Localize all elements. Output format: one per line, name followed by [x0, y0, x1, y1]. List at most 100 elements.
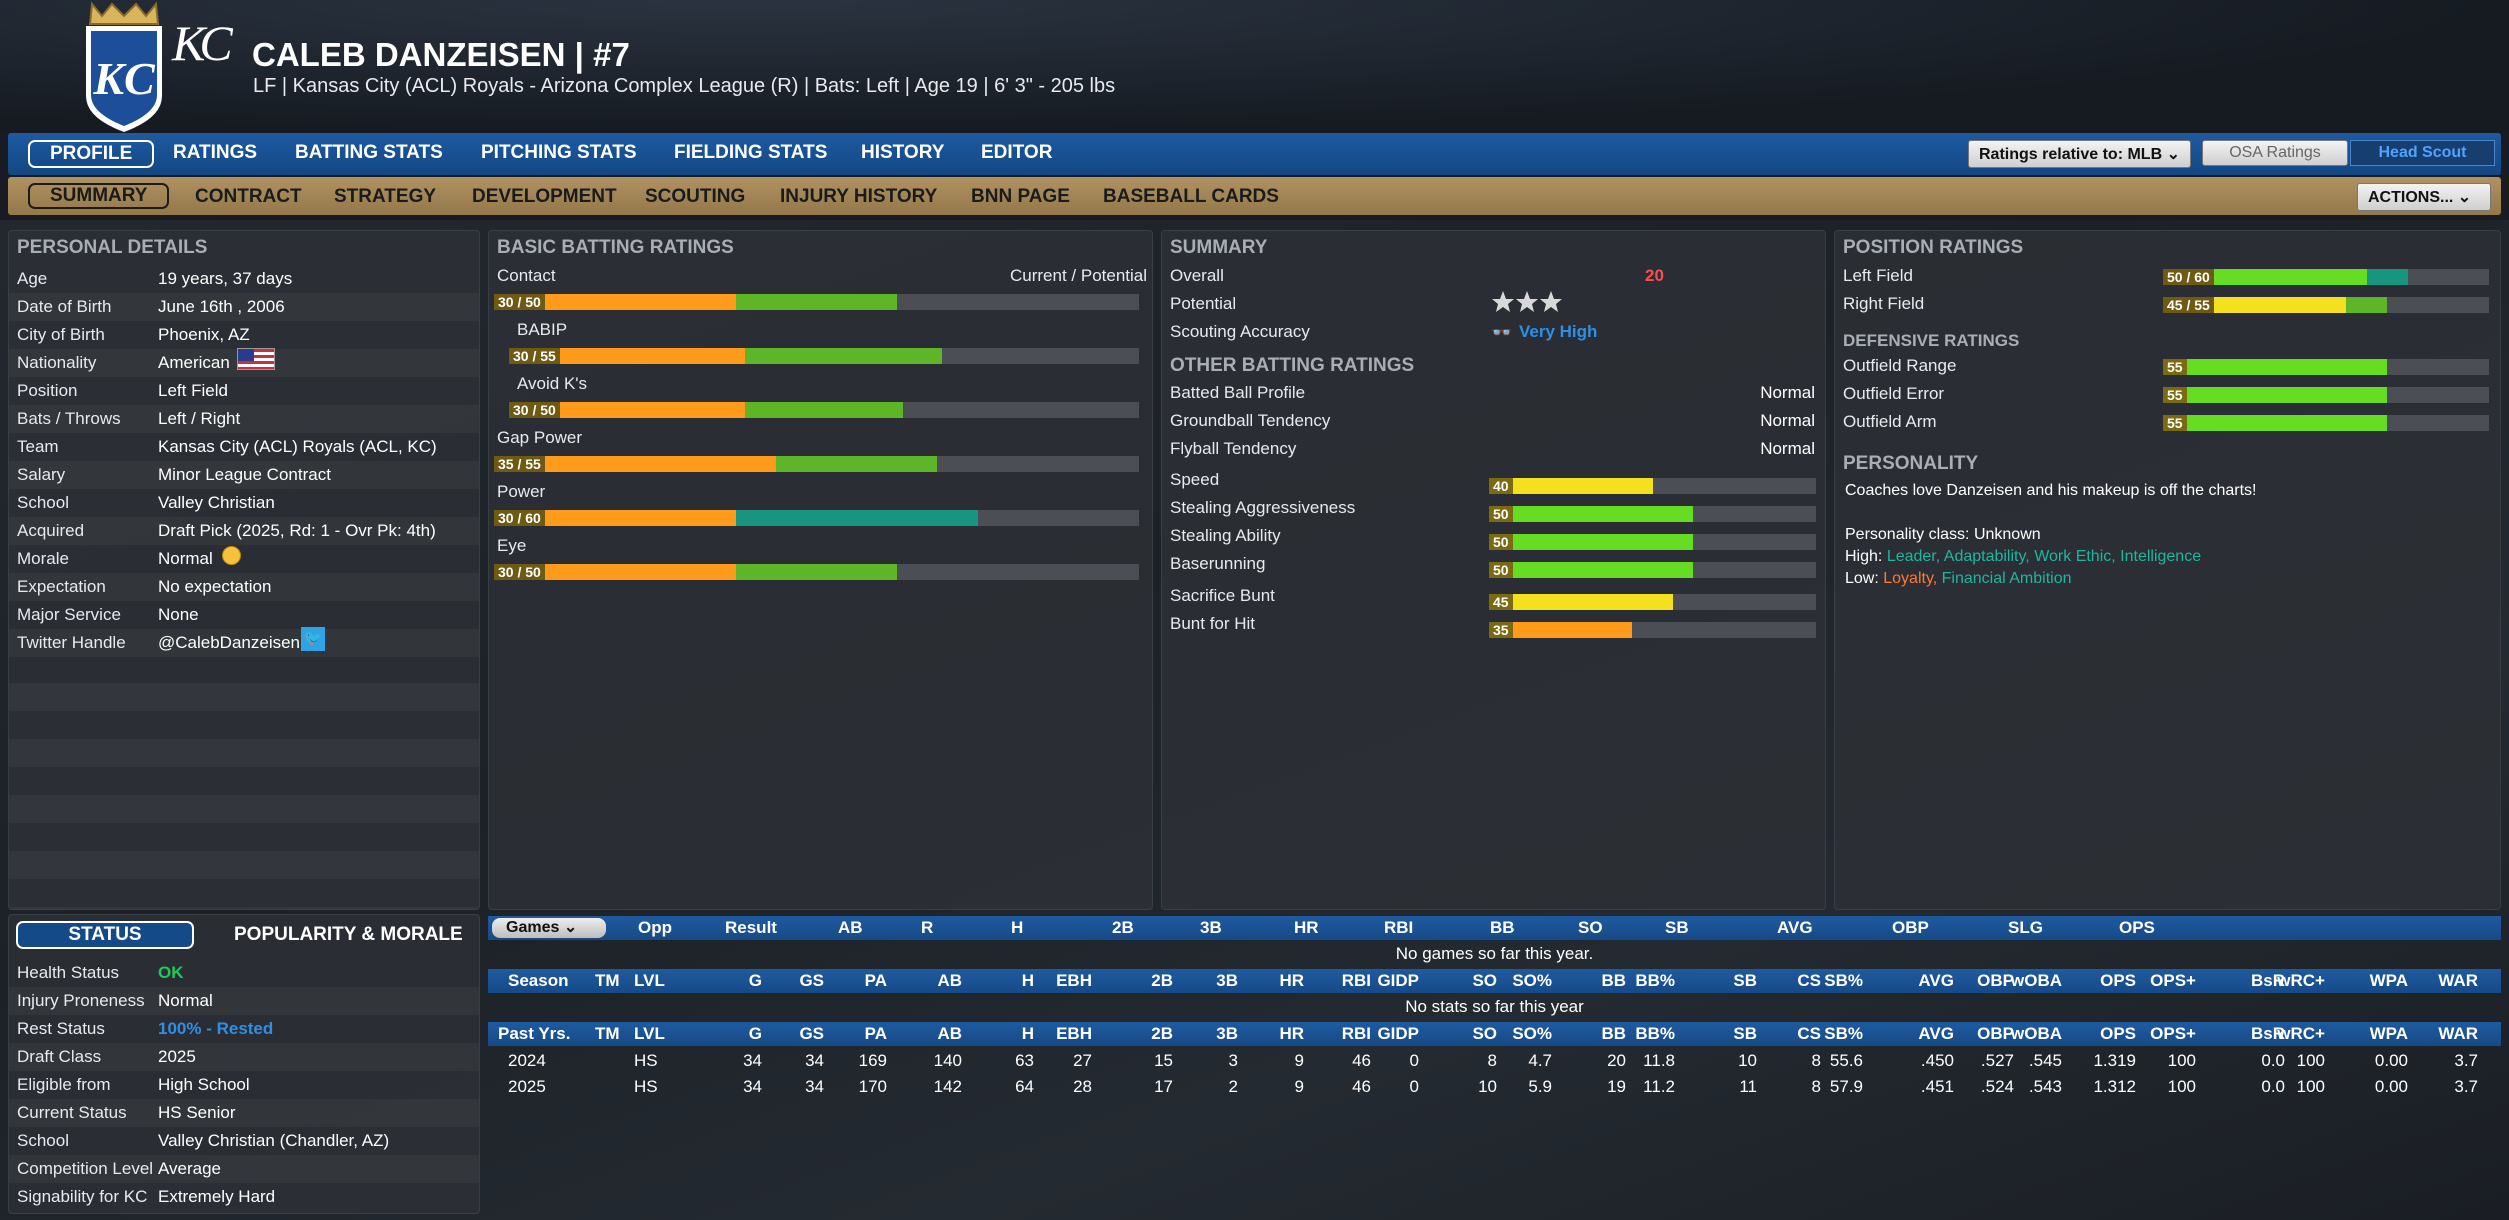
us-flag-icon: [237, 348, 275, 370]
season-col-sb: SB: [1733, 971, 1757, 990]
twitter-icon[interactable]: 🐦: [301, 627, 325, 651]
tab-ratings[interactable]: RATINGS: [173, 142, 258, 163]
tab-batting-stats[interactable]: BATTING STATS: [295, 142, 443, 163]
games-col-so: SO: [1578, 918, 1603, 937]
scouting-accuracy-value: Very High: [1519, 322, 1598, 341]
season-col-3b: 3B: [1216, 971, 1238, 990]
tab-bnn-page[interactable]: BNN PAGE: [971, 186, 1070, 207]
past-cell-cs: 8: [1811, 1051, 1821, 1070]
past-col-hr: HR: [1279, 1024, 1304, 1043]
past-cell-gs: 34: [805, 1077, 824, 1096]
personal-label: Position: [17, 381, 78, 400]
past-header: Past Yrs. TM LVL G GS PA AB H EBH 2B 3B HR RBI GIDP SO…: [488, 1022, 2501, 1046]
personal-row-morale: Morale Normal: [9, 545, 479, 573]
status-label: Signability for KC: [17, 1187, 148, 1206]
past-col-ops: OPS: [2100, 1024, 2136, 1043]
tab-fielding-stats[interactable]: FIELDING STATS: [674, 142, 828, 163]
status-label: Current Status: [17, 1103, 127, 1122]
past-cell-gs: 34: [805, 1051, 824, 1070]
position-label-left-field: Left Field: [1843, 266, 1913, 285]
running-label-stealing-ability: Stealing Ability: [1170, 526, 1281, 545]
tab-baseball-cards[interactable]: BASEBALL CARDS: [1103, 186, 1279, 207]
batting-bar-babip-value: 30 / 55: [509, 348, 560, 364]
personal-details-title: PERSONAL DETAILS: [17, 237, 208, 258]
past-cell-wpa: 0.00: [2374, 1051, 2408, 1070]
trait-adaptability: Adaptability,: [1943, 548, 2030, 565]
tab-pitching-stats[interactable]: PITCHING STATS: [481, 142, 637, 163]
status-label: School: [17, 1131, 69, 1150]
season-col-bb: BB%: [1635, 971, 1675, 990]
star-icons: [1492, 291, 1562, 312]
running-bar-bunt-for-hit-current-fill: [1489, 622, 1632, 638]
past-cell-war: 3.7: [2454, 1077, 2478, 1096]
season-col-tm: TM: [595, 971, 620, 990]
personal-value: Kansas City (ACL) Royals (ACL, KC): [158, 437, 437, 456]
batting-label-contact: Contact: [497, 266, 556, 285]
tab-injury-history[interactable]: INJURY HISTORY: [780, 186, 938, 207]
personal-value: 19 years, 37 days: [158, 269, 293, 288]
head-scout-button[interactable]: Head Scout: [2350, 140, 2495, 166]
past-cell-bsr: 0.0: [2261, 1077, 2285, 1096]
games-col-avg: AVG: [1777, 918, 1813, 937]
personal-row-expectation: Expectation No expectation: [9, 573, 479, 601]
season-col-ops: OPS+: [2150, 971, 2196, 990]
personal-label: School: [17, 493, 69, 512]
binoculars-icon: 👓: [1491, 323, 1513, 342]
past-cell-hr: 9: [1294, 1077, 1304, 1096]
actions-dropdown[interactable]: ACTIONS... ⌄: [2357, 183, 2491, 211]
position-ratings-panel: POSITION RATINGS Left Field 50 / 60 Right …: [1834, 230, 2501, 910]
tab-strategy[interactable]: STRATEGY: [334, 186, 437, 207]
tab-editor[interactable]: EDITOR: [981, 142, 1053, 163]
batting-label-avoid-k-s: Avoid K's: [517, 374, 588, 393]
past-cell-obp: .524: [1980, 1077, 2014, 1096]
personal-label: Age: [17, 269, 48, 288]
past-col-wrc: wRC+: [2277, 1024, 2325, 1043]
batting-bar-power-current-fill: [494, 510, 736, 526]
games-col-ab: AB: [838, 918, 863, 937]
past-cell-woba: .545: [2028, 1051, 2062, 1070]
status-value: OK: [158, 963, 184, 982]
status-tab[interactable]: STATUS: [16, 921, 194, 949]
past-row-2025: 2025 HS 34 34 170 142 64 28 17 2 9 46 0 10 5.9 19 11.2 11…: [488, 1075, 2501, 1099]
sub-nav: SUMMARY CONTRACT STRATEGY DEVELOPMENT SC…: [8, 177, 2501, 215]
past-cell-cs: 8: [1811, 1077, 1821, 1096]
ratings-relative-dropdown[interactable]: Ratings relative to: MLB ⌄: [1968, 140, 2191, 168]
status-label: Health Status: [17, 963, 120, 982]
personality-title: PERSONALITY: [1843, 453, 1979, 474]
summary-title: SUMMARY: [1170, 237, 1268, 258]
empty-rows: [9, 683, 479, 909]
games-col-bb: BB: [1490, 918, 1515, 937]
games-dropdown[interactable]: Games ⌄: [492, 918, 606, 938]
status-value: Extremely Hard: [158, 1187, 276, 1206]
past-cell-wrc: 100: [2296, 1077, 2325, 1096]
chevron-down-icon: ⌄: [2166, 146, 2180, 163]
past-cell-avg: .451: [1920, 1077, 1954, 1096]
other-label-groundball-tendency: Groundball Tendency: [1170, 411, 1331, 430]
osa-ratings-button[interactable]: OSA Ratings: [2202, 140, 2348, 166]
past-cell-bb: 11.2: [1643, 1077, 1675, 1096]
tab-history[interactable]: HISTORY: [861, 142, 945, 163]
tab-summary[interactable]: SUMMARY: [28, 183, 170, 209]
popularity-morale-tab[interactable]: POPULARITY & MORALE: [234, 924, 463, 945]
main-nav: PROFILE RATINGS BATTING STATS PITCHING S…: [8, 133, 2501, 175]
batting-bar-avoid-k-s-value: 30 / 50: [509, 402, 560, 418]
tab-contract[interactable]: CONTRACT: [195, 186, 302, 207]
running-bar-speed-value: 40: [1489, 478, 1513, 494]
tab-profile[interactable]: PROFILE: [28, 140, 155, 168]
past-col-past-yrs: Past Yrs.: [498, 1024, 571, 1043]
personal-row-team: Team Kansas City (ACL) Royals (ACL, KC): [9, 433, 479, 461]
status-value: Average: [158, 1159, 222, 1178]
position-bar-left-field: 50 / 60: [2163, 269, 2489, 285]
defensive-bar-outfield-range: 55: [2163, 359, 2489, 375]
tab-development[interactable]: DEVELOPMENT: [472, 186, 617, 207]
tab-scouting[interactable]: SCOUTING: [645, 186, 746, 207]
running-bar-bunt-for-hit-value: 35: [1489, 622, 1513, 638]
personal-label: Expectation: [17, 577, 106, 596]
batting-bar-avoid-k-s-current-fill: [509, 402, 745, 418]
past-cell-ab: 142: [933, 1077, 962, 1096]
status-label: Competition Level: [17, 1159, 154, 1178]
batting-bar-power-value: 30 / 60: [494, 510, 545, 526]
games-col-slg: SLG: [2008, 918, 2043, 937]
past-col-bsr: BsR: [2250, 1024, 2285, 1043]
season-col-ebh: EBH: [1056, 971, 1092, 990]
